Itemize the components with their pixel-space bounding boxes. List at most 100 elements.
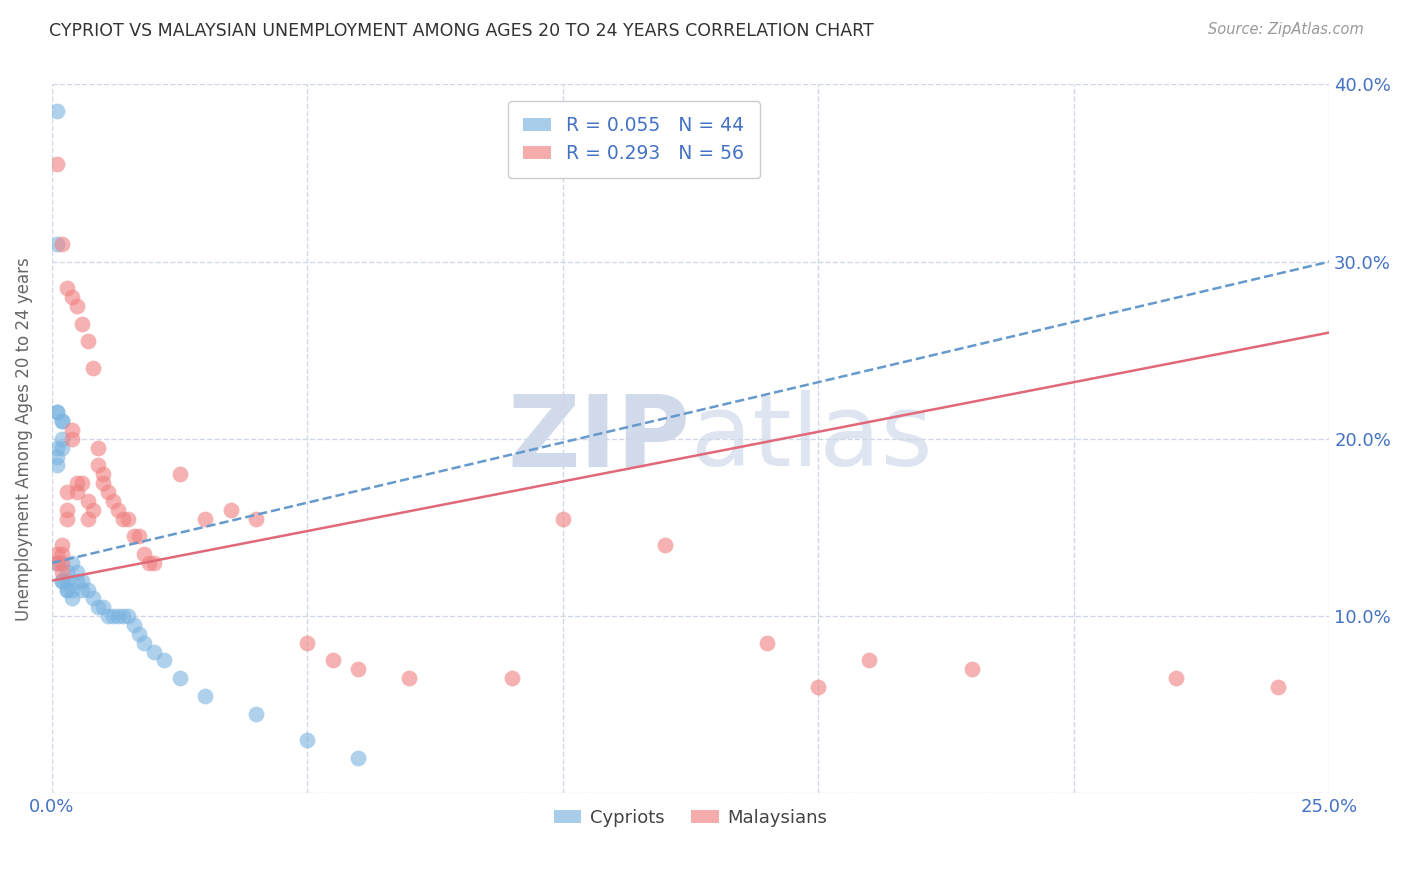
Point [82,591,104,606]
Point [169,671,191,685]
Point [1267,680,1289,694]
Point [45,405,67,419]
Point [87,458,110,473]
Point [1164,671,1187,685]
Point [51,236,73,251]
Point [132,636,155,650]
Point [51,574,73,588]
Point [117,609,139,624]
Point [45,441,67,455]
Point [60,556,83,570]
Point [245,706,267,721]
Point [45,556,67,570]
Point [858,653,880,667]
Point [66,299,89,313]
Point [45,458,67,473]
Point [138,556,160,570]
Point [51,556,73,570]
Point [91,467,114,482]
Point [51,547,73,561]
Point [45,547,67,561]
Point [245,511,267,525]
Point [56,574,79,588]
Point [56,281,79,295]
Point [82,361,104,376]
Point [60,423,83,437]
Point [107,503,129,517]
Point [51,538,73,552]
Point [112,511,135,525]
Point [51,432,73,446]
Point [128,529,150,543]
Point [51,414,73,428]
Point [322,653,344,667]
Point [56,565,79,579]
Point [91,600,114,615]
Point [194,689,217,703]
Point [107,609,129,624]
Point [51,441,73,455]
Point [101,609,124,624]
Point [51,574,73,588]
Point [56,511,79,525]
Point [219,503,242,517]
Point [56,582,79,597]
Point [122,618,145,632]
Point [87,441,110,455]
Point [87,600,110,615]
Point [45,103,67,118]
Point [66,485,89,500]
Point [142,556,165,570]
Point [60,290,83,304]
Point [756,636,779,650]
Legend: Cypriots, Malaysians: Cypriots, Malaysians [547,802,835,834]
Point [132,547,155,561]
Point [72,574,94,588]
Point [76,511,98,525]
Point [347,662,370,676]
Point [117,511,139,525]
Point [194,511,217,525]
Point [56,582,79,597]
Point [101,494,124,508]
Point [45,450,67,464]
Point [960,662,983,676]
Point [91,476,114,491]
Point [153,653,176,667]
Text: ZIP: ZIP [508,391,690,487]
Point [66,565,89,579]
Point [76,334,98,349]
Point [45,236,67,251]
Point [56,485,79,500]
Point [97,609,120,624]
Text: CYPRIOT VS MALAYSIAN UNEMPLOYMENT AMONG AGES 20 TO 24 YEARS CORRELATION CHART: CYPRIOT VS MALAYSIAN UNEMPLOYMENT AMONG … [49,22,875,40]
Point [128,627,150,641]
Point [60,432,83,446]
Point [45,405,67,419]
Point [297,636,319,650]
Point [76,582,98,597]
Point [501,671,523,685]
Point [82,503,104,517]
Point [142,644,165,658]
Point [297,733,319,747]
Point [72,582,94,597]
Point [60,591,83,606]
Point [51,414,73,428]
Point [97,485,120,500]
Point [76,494,98,508]
Point [347,751,370,765]
Point [66,574,89,588]
Point [72,317,94,331]
Point [66,476,89,491]
Point [169,467,191,482]
Point [807,680,830,694]
Point [551,511,574,525]
Point [112,609,135,624]
Text: atlas: atlas [690,391,932,487]
Point [51,565,73,579]
Point [60,582,83,597]
Text: Source: ZipAtlas.com: Source: ZipAtlas.com [1208,22,1364,37]
Point [45,556,67,570]
Y-axis label: Unemployment Among Ages 20 to 24 years: Unemployment Among Ages 20 to 24 years [15,257,32,621]
